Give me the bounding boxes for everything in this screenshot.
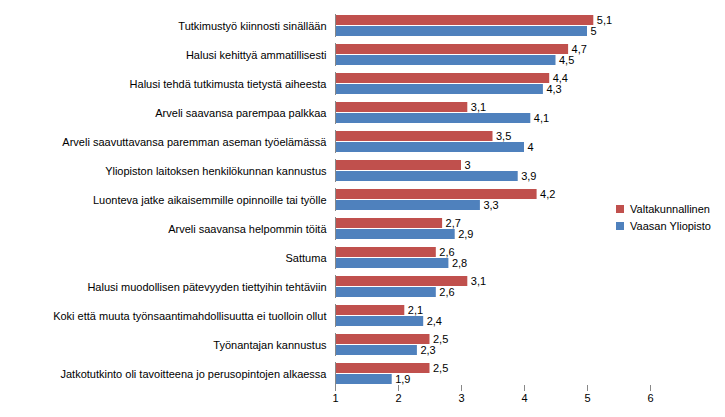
- svg-text:3: 3: [458, 392, 464, 404]
- svg-text:4: 4: [528, 141, 534, 153]
- html-text:Vaasan Yliopisto: Vaasan Yliopisto: [630, 220, 711, 232]
- svg-text:Halusi kehittyä ammatillisesti: Halusi kehittyä ammatillisesti: [186, 49, 327, 61]
- svg-text:2,7: 2,7: [445, 217, 461, 229]
- svg-text:Yliopiston laitoksen henkilöku: Yliopiston laitoksen henkilökunnan kannu…: [105, 165, 327, 177]
- svg-text:Sattuma: Sattuma: [286, 252, 328, 264]
- svg-text:2,9: 2,9: [458, 228, 473, 240]
- svg-text:2,4: 2,4: [427, 315, 442, 327]
- svg-text:4,5: 4,5: [559, 54, 574, 66]
- svg-text:Halusi tehdä tutkimusta tietys: Halusi tehdä tutkimusta tietystä aiheest…: [130, 78, 328, 90]
- svg-text:3,5: 3,5: [496, 130, 511, 142]
- svg-text:2: 2: [395, 392, 401, 404]
- svg-text:2,5: 2,5: [433, 362, 448, 374]
- svg-text:3,9: 3,9: [521, 170, 536, 182]
- html-text:Valtakunnallinen: Valtakunnallinen: [630, 203, 710, 215]
- svg-text:2,8: 2,8: [452, 257, 467, 269]
- svg-text:5: 5: [591, 25, 597, 37]
- svg-text:4: 4: [521, 392, 527, 404]
- svg-text:Tutkimustyö kiinnosti sinällää: Tutkimustyö kiinnosti sinällään: [178, 20, 326, 32]
- svg-text:5,1: 5,1: [597, 14, 612, 26]
- svg-text:4,4: 4,4: [552, 72, 568, 84]
- svg-text:2,5: 2,5: [433, 333, 449, 345]
- svg-text:4,7: 4,7: [571, 43, 587, 55]
- svg-text:Arveli saavansa helpommin töit: Arveli saavansa helpommin töitä: [168, 223, 327, 235]
- svg-text:Arveli saavuttavansa paremman: Arveli saavuttavansa paremman aseman työ…: [62, 136, 327, 148]
- svg-text:5: 5: [584, 392, 590, 404]
- svg-text:3,3: 3,3: [483, 199, 498, 211]
- svg-text:Arveli saavansa parempaa palkk: Arveli saavansa parempaa palkkaa: [155, 107, 327, 119]
- svg-text:2,6: 2,6: [439, 286, 454, 298]
- svg-text:Jatkotutkinto oli tavoitteena: Jatkotutkinto oli tavoitteena jo perusop…: [60, 368, 327, 380]
- svg-text:3,1: 3,1: [471, 101, 486, 113]
- svg-text:Luonteva jatke aikaisemmille o: Luonteva jatke aikaisemmille opinnoille …: [93, 194, 327, 206]
- svg-text:Työnantajan kannustus: Työnantajan kannustus: [213, 339, 327, 351]
- svg-text:Halusi muodollisen pätevyyden: Halusi muodollisen pätevyyden tiettyihin…: [87, 281, 326, 293]
- svg-text:6: 6: [647, 392, 653, 404]
- svg-text:2,1: 2,1: [408, 304, 423, 316]
- svg-text:3,1: 3,1: [471, 275, 486, 287]
- svg-text:3: 3: [465, 159, 471, 171]
- svg-text:2,6: 2,6: [439, 246, 455, 258]
- svg-text:4,1: 4,1: [534, 112, 549, 124]
- svg-text:4,2: 4,2: [540, 188, 555, 200]
- svg-text:4,3: 4,3: [546, 83, 561, 95]
- svg-text:1: 1: [332, 392, 338, 404]
- svg-text:2,3: 2,3: [420, 344, 435, 356]
- svg-text:1,9: 1,9: [395, 373, 410, 385]
- svg-text:Koki että muuta työnsaantimahd: Koki että muuta työnsaantimahdollisuutta…: [53, 310, 326, 322]
